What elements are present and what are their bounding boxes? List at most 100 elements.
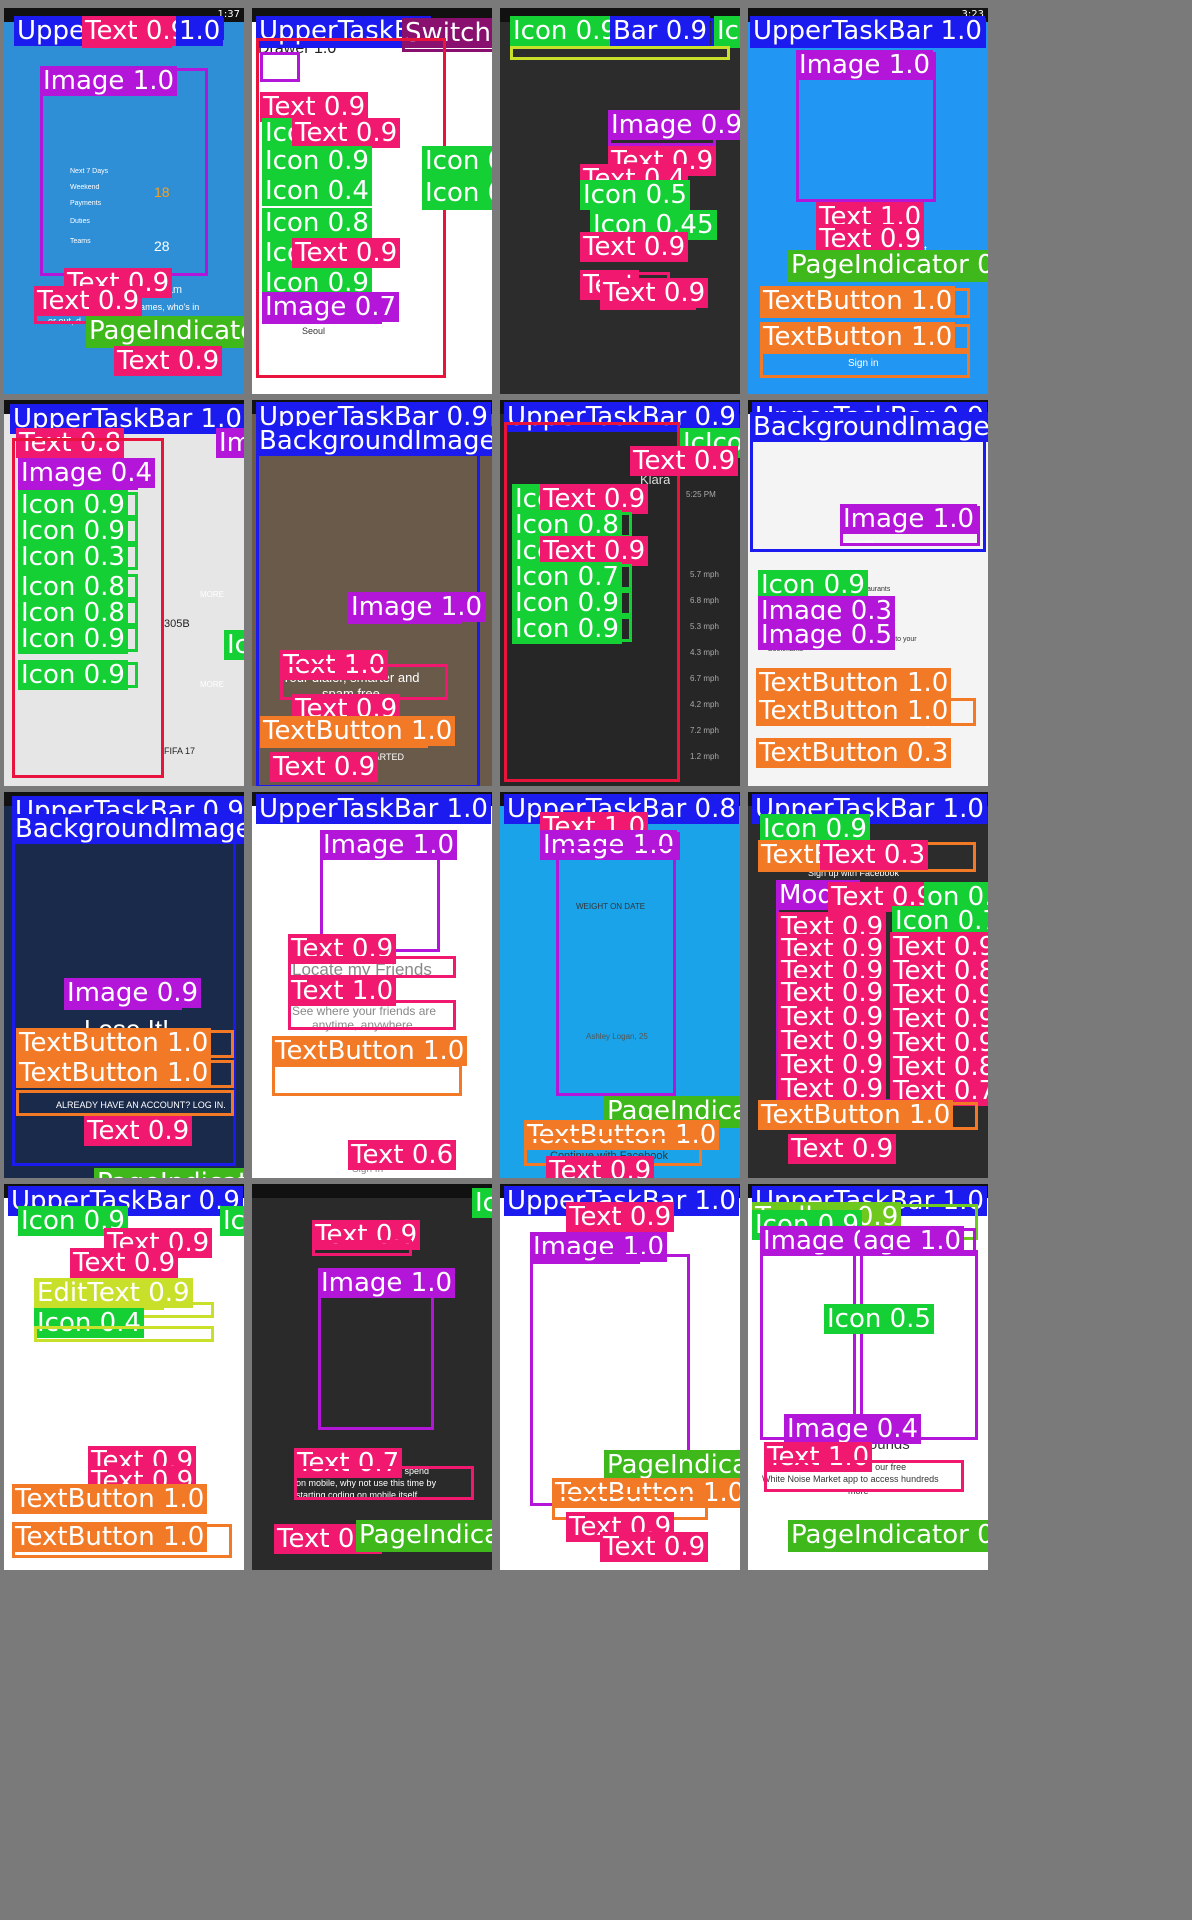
- detection-label: PageIndicator 0.9: [788, 1520, 988, 1550]
- detection-label: TextButton 1.0: [760, 286, 956, 316]
- detection-label: Text 0.9: [546, 1156, 655, 1178]
- screenshot-panel: 3:23Track your body weightSign inUpperTa…: [748, 8, 988, 394]
- detection-box-drawer: [12, 438, 164, 778]
- ui-text: 7.2 mph: [690, 726, 719, 735]
- detection-label: Text 0.9: [540, 484, 649, 514]
- detection-label: TextButton 1.0: [552, 1478, 740, 1508]
- detection-label: Image 0.5: [758, 620, 896, 650]
- detection-label: Text 0.6: [348, 1140, 457, 1170]
- detection-label: Icon 0.4: [224, 630, 244, 660]
- detection-label: PageIndicator 0.8: [788, 250, 988, 280]
- detection-label: Icon 0.9: [18, 624, 128, 654]
- detection-label: UpperTaskBar 1.0: [504, 1186, 739, 1216]
- screenshot-panel: Your dialer, smarter andspam freeGET STA…: [252, 400, 492, 786]
- screenshot-panel: Klara 5:25 PM 5.7 mph 6.8 mph 5.3 mph 4.3 mph…: [500, 400, 740, 786]
- detection-label: Image 1.0: [540, 830, 678, 860]
- detection-label: Icon 0.9: [18, 516, 128, 546]
- detection-box-text: [312, 1240, 412, 1256]
- detection-label: Icon 0.9: [422, 146, 492, 176]
- detection-label: Icon 0.9: [18, 660, 128, 690]
- ui-text: 5.3 mph: [690, 622, 719, 631]
- detection-label: Image 0.9: [64, 978, 202, 1008]
- detection-label: Icon 0.8: [512, 510, 622, 540]
- detection-label: Icon 0.8: [262, 208, 372, 238]
- ui-text: 1.2 mph: [690, 752, 719, 761]
- ui-text: Seoul: [302, 326, 326, 336]
- detection-box-textbutton: [760, 348, 970, 378]
- detection-label: Text 0.8: [16, 428, 125, 458]
- screenshot-panel: 5:12Swipe right to likeor left to passUp…: [500, 1184, 740, 1570]
- detection-label: Icon 0.8: [18, 572, 128, 602]
- screenshot-panel: zomatoFind reviews for restaurantsCurate…: [748, 400, 988, 786]
- ui-text: 5:25 PM: [686, 490, 716, 499]
- ui-text: Payments: [70, 200, 102, 207]
- ui-text: 305B: [164, 618, 190, 630]
- detection-label: Ico: [714, 16, 740, 46]
- detection-label: TextButton 1.0: [760, 322, 956, 352]
- ui-text: WEIGHT ON DATE: [576, 902, 646, 911]
- status-clock: 3:23: [961, 9, 984, 20]
- detection-label: Text 0.9: [270, 752, 379, 782]
- detection-label: Text 0.3: [820, 840, 929, 870]
- detection-label: Text 0.9: [84, 1116, 193, 1146]
- detection-label: Ima: [216, 428, 244, 458]
- detection-label: Text 0.9: [540, 536, 649, 566]
- detection-label: BackgroundImage 1.0: [256, 426, 492, 456]
- ui-text: 5.7 mph: [690, 570, 719, 579]
- detection-label: PageIndicator 0.9: [94, 1168, 244, 1178]
- detection-label: 1.0: [176, 16, 224, 46]
- ui-text: 4.3 mph: [690, 648, 719, 657]
- detection-label: Image 1.0: [796, 50, 934, 80]
- ui-text: Teams: [70, 238, 91, 245]
- ui-text: 6.7 mph: [690, 674, 719, 683]
- detection-label: UpperTaskBa: [256, 16, 431, 46]
- detection-label: Switch: [402, 18, 492, 48]
- detection-label: Icon 0.9: [758, 570, 868, 600]
- ui-text: MORE: [200, 590, 224, 599]
- detection-box-text: [288, 956, 456, 978]
- ui-text: See where your friends are: [292, 1004, 437, 1018]
- detection-label: TextButton 1.0: [16, 1058, 212, 1088]
- detection-label: Text 0.9: [288, 934, 397, 964]
- ui-text: Ashley Logan, 25: [586, 1032, 648, 1041]
- ui-text: Duties: [70, 218, 90, 225]
- detection-label: UpperTaskBar 1.0: [10, 404, 244, 434]
- detection-label: UpperTaskBar 1.0: [750, 16, 985, 46]
- ui-text: starting coding on mobile itself.: [296, 1490, 420, 1500]
- detection-label: Image 0.9: [608, 110, 740, 140]
- ui-text: Locate my Friends: [292, 960, 432, 979]
- detection-label: Text 0.9: [788, 1134, 897, 1164]
- detection-label: Text 0.9: [82, 16, 191, 46]
- screenshot-panel: 2:20Download SoundsIgnore sounds? Downlo…: [748, 1184, 988, 1570]
- ui-text: Sign up with Facebook: [808, 868, 900, 878]
- ui-text: Next 7 Days: [70, 168, 109, 175]
- detection-label: BackgroundImage 0.7: [750, 412, 988, 442]
- detection-label: Icon 0.5: [824, 1304, 934, 1334]
- detection-box-text: [294, 1466, 474, 1500]
- detection-label: Icon 0.9: [512, 614, 622, 644]
- detection-label: Text 0.9: [34, 286, 143, 316]
- ui-text: White Noise Market app to access hundred…: [762, 1474, 939, 1484]
- detection-label: Text 0.9: [778, 1074, 887, 1104]
- detection-label: Image 1.0: [320, 830, 458, 860]
- detection-box-edittext: [510, 46, 730, 60]
- detection-label: Text 0.9: [260, 92, 369, 122]
- detection-label: TextButton 1.0: [756, 696, 952, 726]
- detection-label: Text 0.9: [312, 1220, 421, 1250]
- detection-label: Icon 0.5: [580, 180, 690, 210]
- detection-label: Icon 0.3: [18, 542, 128, 572]
- detection-label: TextButton 1.0: [12, 1484, 208, 1514]
- detection-box-image: [260, 52, 300, 82]
- detection-label: TextButton 0.3: [756, 738, 952, 768]
- detection-label: Icon 0.7: [512, 562, 622, 592]
- detection-box-image: [760, 1250, 856, 1440]
- detection-label: TextButton 1.0: [12, 1522, 208, 1552]
- detection-box-drawer: [504, 422, 680, 782]
- detection-label: Image 0.4: [784, 1414, 922, 1444]
- detection-label: Icon 0.9: [18, 490, 128, 520]
